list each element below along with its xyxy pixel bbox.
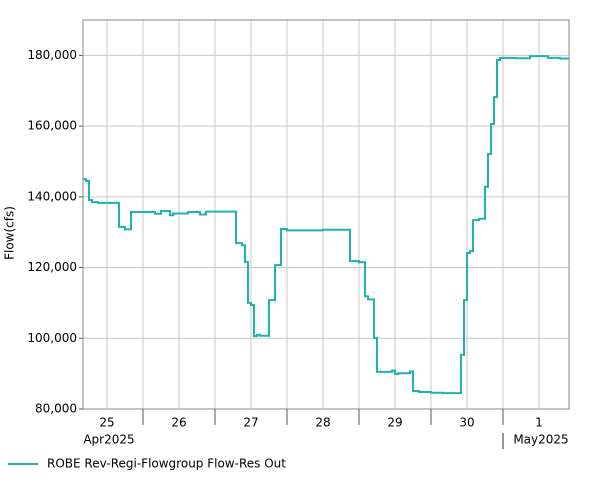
legend-label: ROBE Rev-Regi-Flowgroup Flow-Res Out (47, 457, 286, 471)
y-tick-label: 180,000 (27, 48, 77, 62)
x-tick-label: 27 (243, 416, 258, 430)
y-tick-label: 160,000 (27, 119, 77, 133)
x-tick-label: 1 (535, 416, 543, 430)
month-label: Apr2025 (83, 433, 134, 447)
x-tick-label: 28 (315, 416, 330, 430)
plot-frame (82, 19, 570, 410)
x-tick-label: 30 (459, 416, 474, 430)
y-tick-label: 140,000 (27, 189, 77, 203)
series-line (83, 55, 569, 395)
y-axis-title: Flow(cfs) (3, 206, 17, 260)
x-tick-label: 29 (387, 416, 402, 430)
x-tick-label: 26 (171, 416, 186, 430)
x-tick-label: 25 (99, 416, 114, 430)
y-tick-label: 120,000 (27, 260, 77, 274)
y-tick-label: 80,000 (35, 402, 77, 416)
y-tick-label: 100,000 (27, 331, 77, 345)
month-label: May2025 (513, 433, 568, 447)
